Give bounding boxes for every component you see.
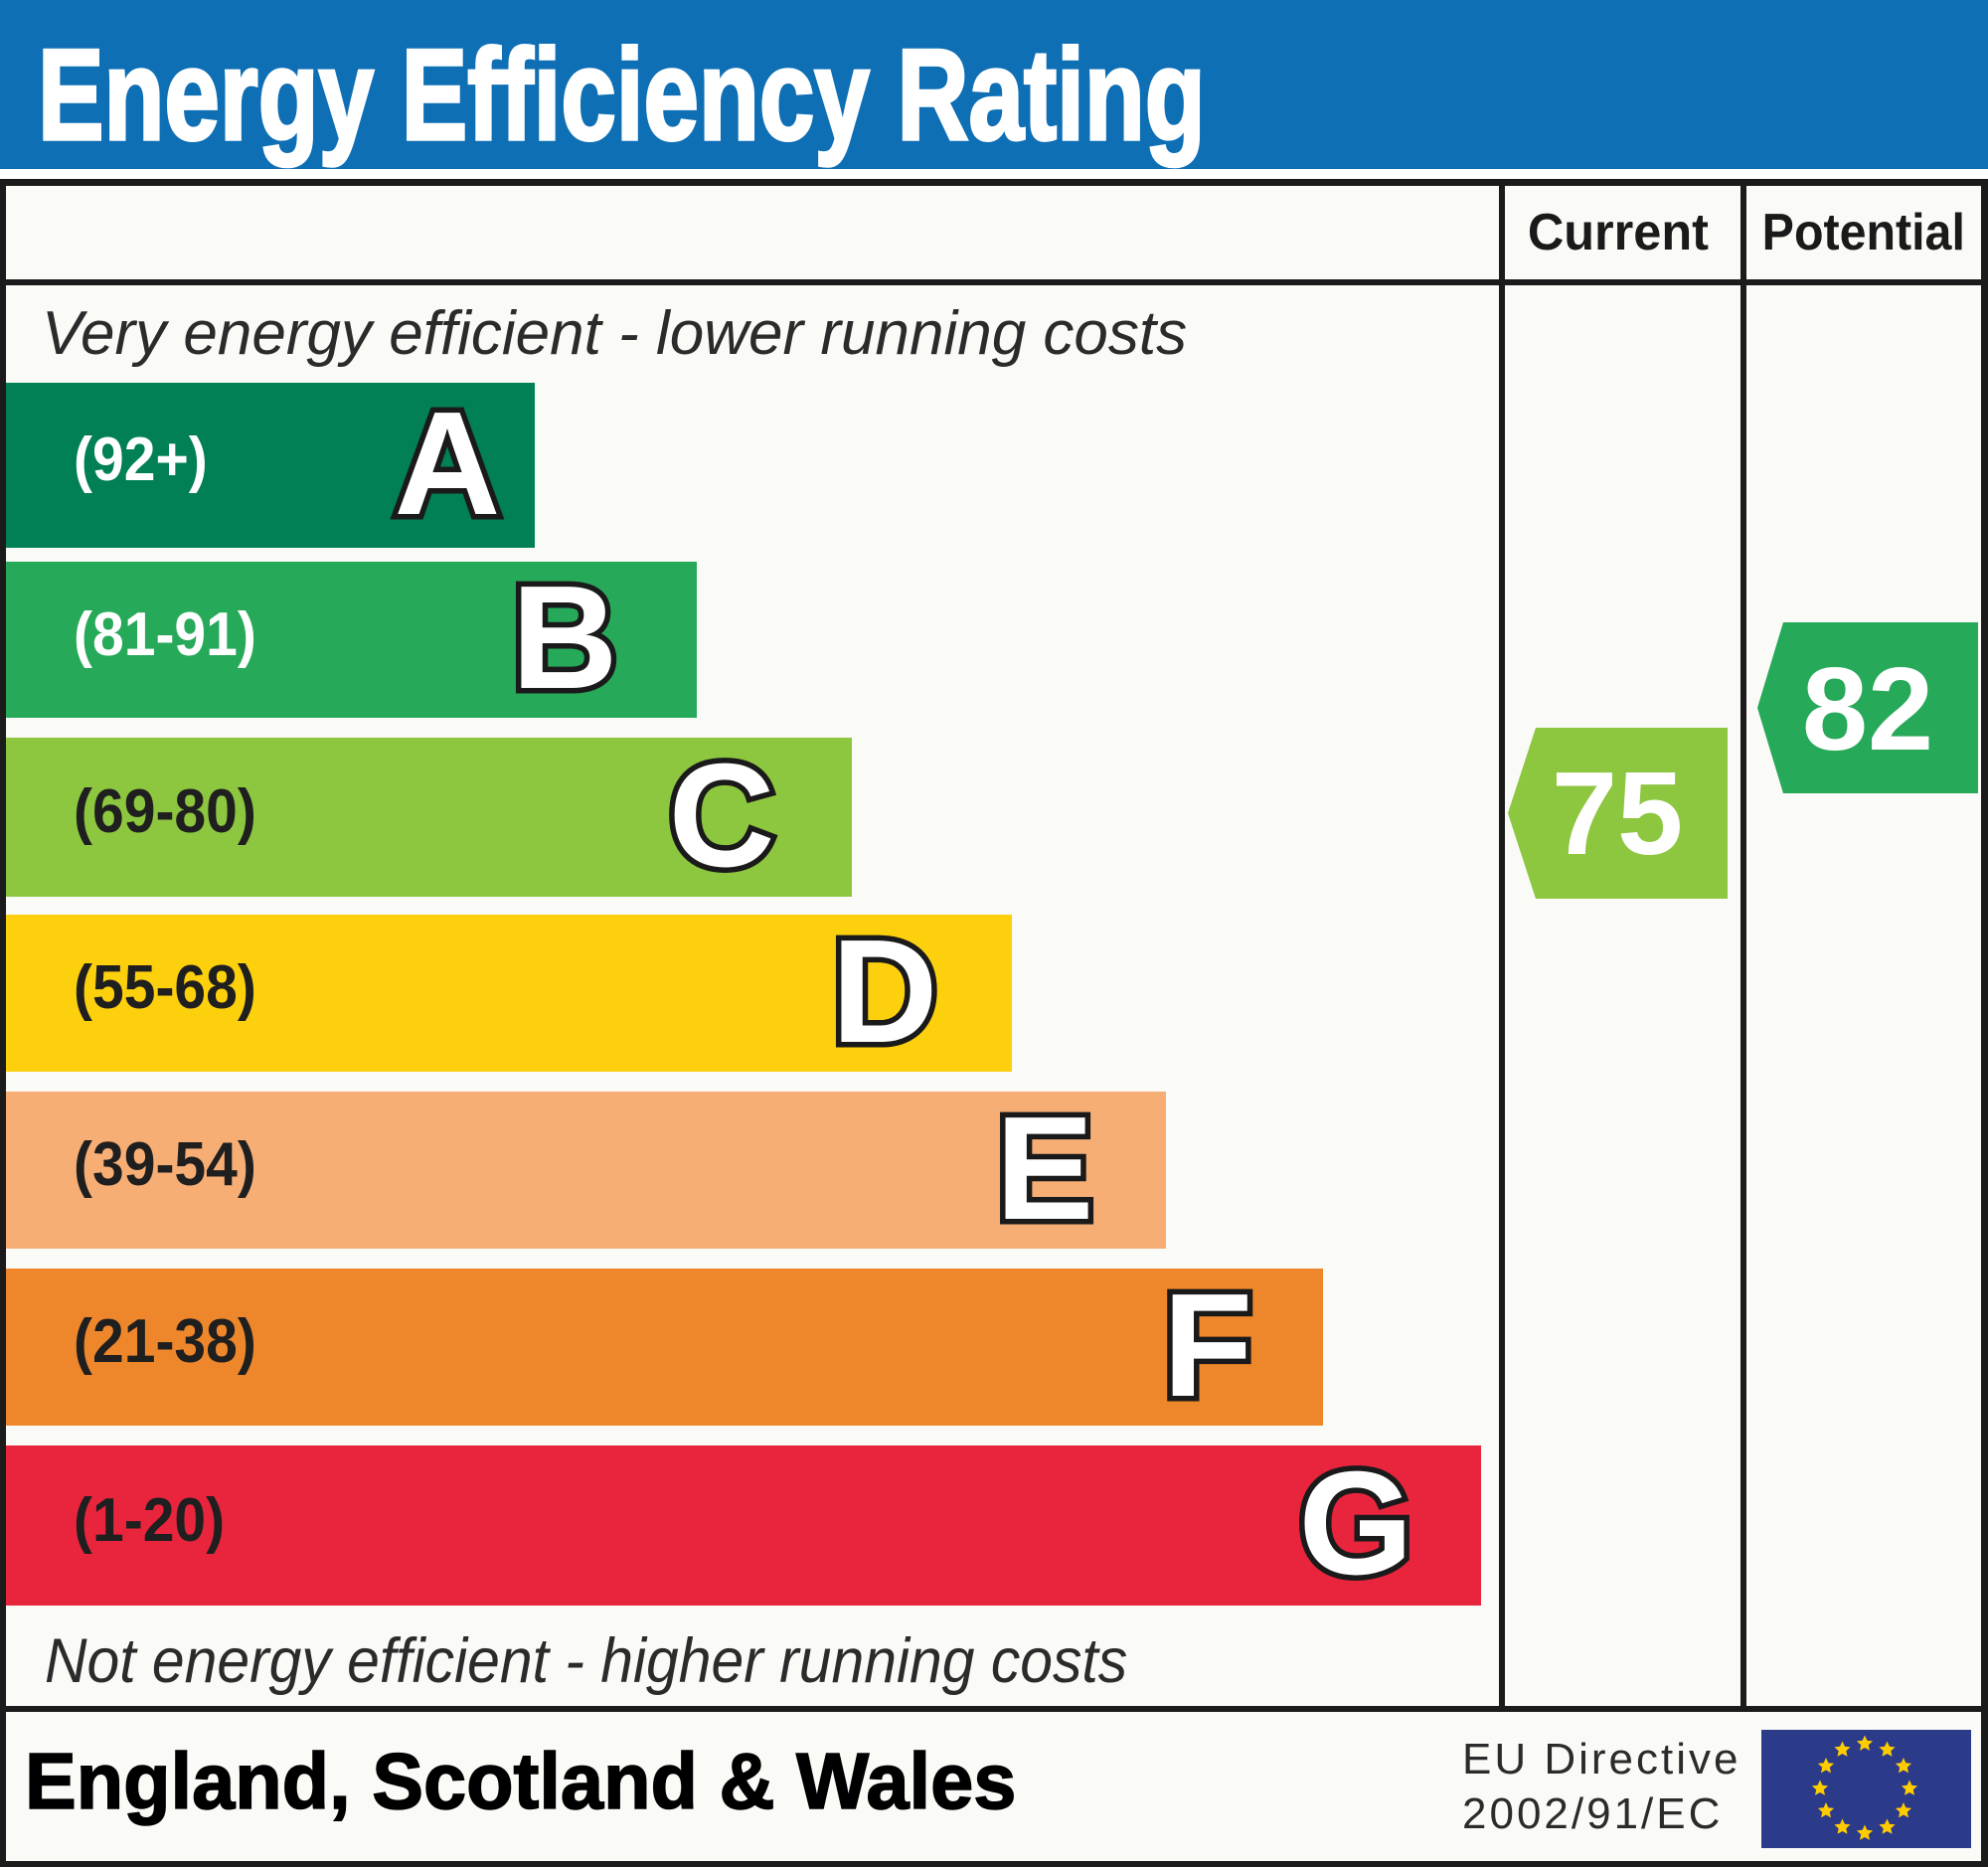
svg-text:82: 82 [1802,643,1933,775]
svg-text:F: F [1163,1264,1252,1428]
svg-text:E: E [996,1087,1094,1251]
svg-text:A: A [395,382,501,546]
svg-text:D: D [832,910,938,1074]
svg-text:B: B [512,556,618,720]
svg-text:C: C [669,734,775,898]
svg-text:75: 75 [1552,748,1683,880]
svg-text:G: G [1298,1442,1412,1606]
